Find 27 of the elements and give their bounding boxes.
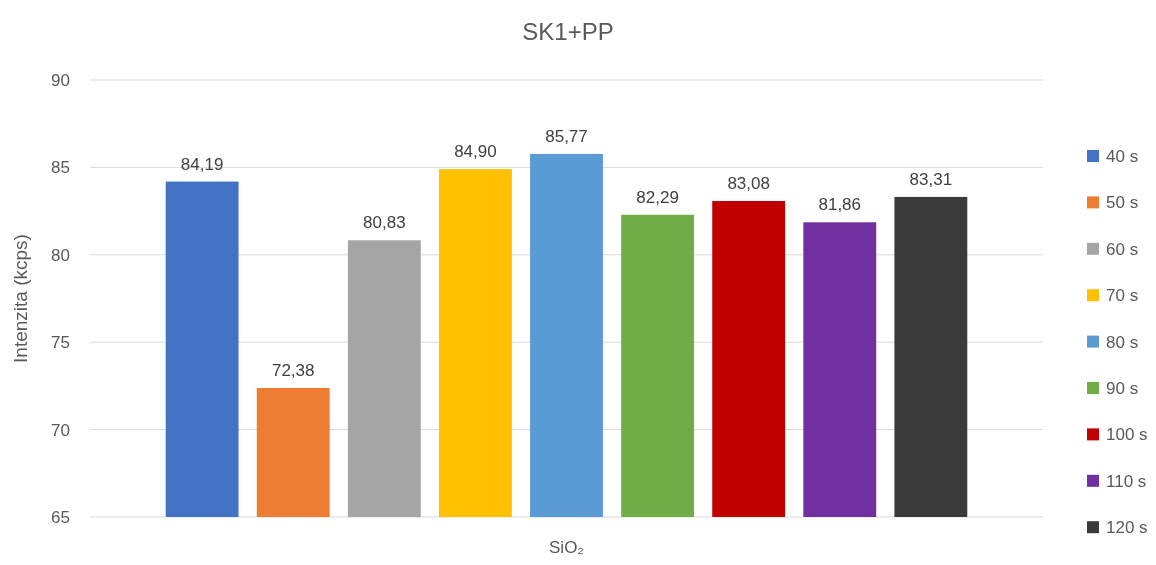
data-label: 85,77 <box>545 126 588 146</box>
legend-label: 100 s <box>1106 425 1148 445</box>
x-tick-label: SiO₂ <box>549 538 584 557</box>
y-tick-label: 85 <box>51 158 70 178</box>
data-label: 83,08 <box>727 173 770 193</box>
data-label: 83,31 <box>909 169 953 189</box>
legend-label: 60 s <box>1106 239 1139 259</box>
y-tick-label: 65 <box>51 508 70 527</box>
legend-label: 120 s <box>1106 518 1148 538</box>
data-label: 72,38 <box>271 361 315 380</box>
y-tick-label: 80 <box>51 245 70 265</box>
data-label: 84,19 <box>180 154 224 174</box>
y-axis-title: Intenzita (kcps) <box>10 234 31 363</box>
data-label: 81,86 <box>818 195 862 215</box>
legend-label: 70 s <box>1106 286 1139 306</box>
legend-label: 50 s <box>1106 193 1139 213</box>
legend-label: 110 s <box>1106 471 1147 491</box>
y-tick-label: 75 <box>51 333 70 353</box>
data-label: 82,29 <box>636 187 679 207</box>
y-tick-label: 90 <box>51 71 70 90</box>
legend-label: 40 s <box>1106 147 1139 166</box>
data-label: 84,90 <box>454 142 497 162</box>
legend-label: 90 s <box>1106 379 1139 398</box>
legend-label: 80 s <box>1106 332 1139 352</box>
chart-title: SK1+PP <box>522 18 614 45</box>
data-label: 80,83 <box>363 213 406 233</box>
y-tick-label: 70 <box>51 420 70 440</box>
